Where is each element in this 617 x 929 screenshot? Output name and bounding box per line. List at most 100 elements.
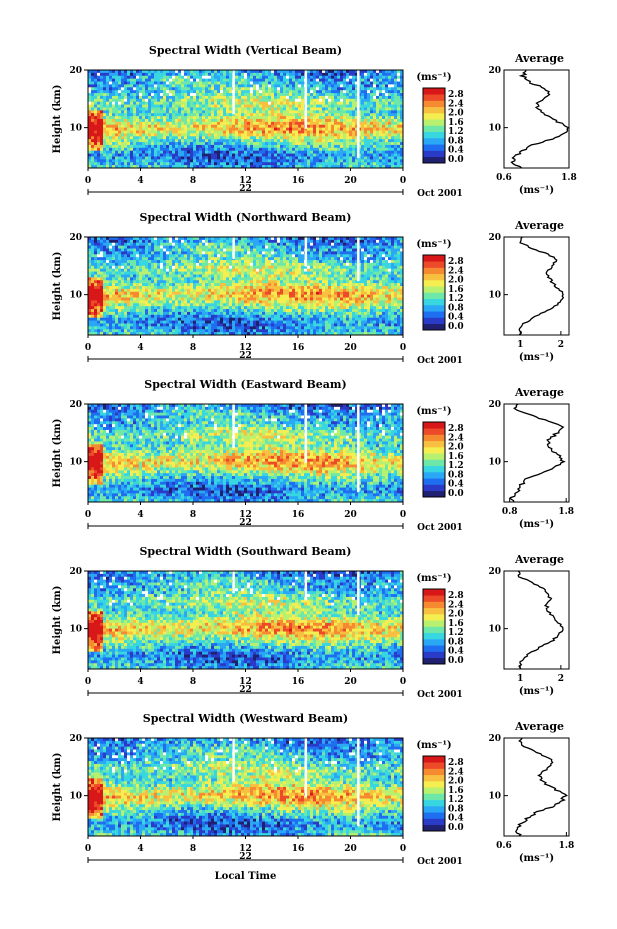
x-tick-label: 16 — [292, 343, 305, 353]
profile-title: Average — [514, 52, 564, 65]
profile-line — [509, 403, 566, 503]
profile-y-tick-label: 10 — [488, 792, 501, 802]
profile-x-tick-label: 0.6 — [496, 841, 512, 851]
colorbar-swatch — [423, 645, 445, 652]
colorbar-swatch — [423, 422, 445, 429]
colorbar-5: (ms⁻¹) 2.82.42.01.61.20.80.40.0 — [416, 740, 463, 833]
y-axis-label: Height (km) — [52, 586, 63, 655]
panel-title: Spectral Width (Vertical Beam) — [149, 44, 342, 57]
panel-1: Spectral Width (Vertical Beam) 20 10 Height… — [52, 44, 577, 199]
profile-line — [518, 236, 565, 336]
colorbar-tick-label: 2.4 — [448, 99, 464, 109]
colorbar-tick-label: 1.6 — [448, 118, 464, 128]
profile-frame — [503, 570, 570, 670]
colorbar-3: (ms⁻¹) 2.82.42.01.61.20.80.40.0 — [416, 406, 463, 499]
colorbar-swatch — [423, 484, 445, 492]
colorbar-swatch — [423, 601, 445, 609]
colorbar-swatch — [423, 781, 445, 788]
colorbar-swatch — [423, 106, 445, 114]
heatmap-4 — [88, 571, 404, 670]
profile-y-tick-label: 20 — [488, 66, 501, 76]
profile-x-label: (ms⁻¹) — [519, 185, 554, 196]
colorbar-swatch — [423, 440, 445, 448]
y-tick-label: 10 — [69, 458, 82, 468]
colorbar-swatch — [423, 812, 445, 819]
date-label: Oct 2001 — [417, 690, 463, 700]
colorbar-tick-label: 0.4 — [448, 814, 464, 824]
profile-frame — [503, 403, 570, 503]
colorbar-swatch — [423, 280, 445, 287]
colorbar-swatch — [423, 626, 445, 634]
colorbar-tick-label: 1.2 — [448, 461, 464, 471]
colorbar-4: (ms⁻¹) 2.82.42.01.61.20.80.40.0 — [416, 573, 463, 666]
colorbar-swatch — [423, 261, 445, 268]
data-gap — [232, 571, 235, 594]
day-marker: 22 — [239, 518, 252, 528]
colorbar-tick-label: 0.8 — [448, 804, 464, 814]
day-marker: 22 — [239, 351, 252, 361]
profile-x-label: (ms⁻¹) — [519, 519, 554, 530]
x-tick-label: 0 — [400, 510, 406, 520]
x-tick-label: 20 — [344, 343, 357, 353]
colorbar-swatch — [423, 286, 445, 293]
y-axis-label: Height (km) — [52, 753, 63, 822]
colorbar-tick-label: 0.0 — [448, 322, 464, 332]
colorbar-unit: (ms⁻¹) — [416, 740, 451, 751]
colorbar-unit: (ms⁻¹) — [416, 573, 451, 584]
colorbar-frame — [422, 254, 446, 331]
colorbar-swatch — [423, 428, 445, 435]
colorbar-tick-label: 2.4 — [448, 767, 464, 777]
x-tick-label: 0 — [400, 176, 406, 186]
colorbar-tick-label: 0.4 — [448, 647, 464, 657]
data-gap — [304, 404, 308, 463]
x-tick-label: 0 — [85, 510, 91, 520]
profile-frame — [503, 69, 570, 169]
date-label: Oct 2001 — [417, 523, 463, 533]
profile-x-label: (ms⁻¹) — [519, 686, 554, 697]
colorbar-swatch — [423, 632, 445, 640]
profile-y-tick-label: 20 — [488, 233, 501, 243]
colorbar-swatch — [423, 144, 445, 151]
colorbar-swatch — [423, 478, 445, 485]
x-tick-label: 12 — [239, 343, 252, 353]
colorbar-swatch — [423, 620, 445, 627]
colorbar-swatch — [423, 774, 445, 782]
panel-2: Spectral Width (Northward Beam)2010Heigh… — [52, 211, 570, 366]
x-tick-label: 8 — [190, 844, 196, 854]
profile-x-tick-label: 2 — [558, 340, 564, 350]
heatmap-5 — [88, 738, 404, 837]
colorbar-2: (ms⁻¹) 2.82.42.01.61.20.80.40.0 — [416, 239, 463, 332]
colorbar-tick-label: 2.0 — [448, 777, 464, 787]
profile-frame — [503, 236, 570, 336]
data-gap — [304, 237, 308, 267]
data-gap — [357, 571, 360, 616]
data-gap — [357, 738, 360, 827]
colorbar-tick-label: 2.0 — [448, 276, 464, 286]
y-axis-label: Height (km) — [52, 252, 63, 321]
colorbar-tick-label: 0.0 — [448, 155, 464, 165]
x-tick-label: 12 — [239, 844, 252, 854]
data-gap — [232, 70, 235, 115]
colorbar-frame — [422, 588, 446, 665]
y-tick-label: 10 — [69, 291, 82, 301]
colorbar-tick-label: 1.6 — [448, 786, 464, 796]
colorbar-tick-label: 0.8 — [448, 303, 464, 313]
colorbar-swatch — [423, 639, 445, 646]
x-tick-label: 0 — [85, 844, 91, 854]
colorbar-tick-label: 2.0 — [448, 109, 464, 119]
colorbar-swatch — [423, 125, 445, 133]
colorbar-swatch — [423, 305, 445, 312]
profile-frame — [503, 737, 570, 837]
profile-5: Average 20 10 0.6 1.8 (ms⁻¹) — [488, 720, 574, 864]
colorbar-swatch — [423, 255, 445, 262]
colorbar-tick-label: 2.4 — [448, 600, 464, 610]
x-tick-label: 4 — [137, 510, 143, 520]
colorbar-swatch — [423, 138, 445, 145]
data-gap — [232, 738, 235, 783]
colorbar-swatch — [423, 595, 445, 602]
heatmap-3 — [88, 404, 404, 503]
colorbar-tick-label: 0.4 — [448, 146, 464, 156]
data-gap — [357, 237, 360, 282]
profile-x-tick-label: 2 — [558, 674, 564, 684]
profile-x-tick-label: 1 — [517, 340, 523, 350]
